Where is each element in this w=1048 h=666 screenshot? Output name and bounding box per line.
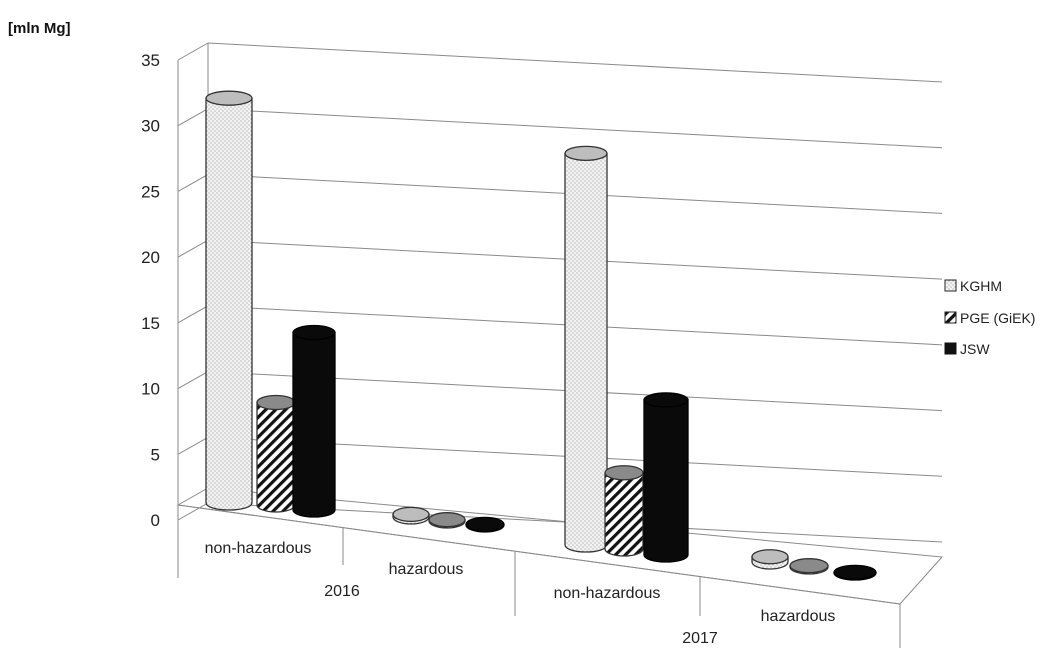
legend-label-jsw: JSW (960, 341, 990, 357)
gridline (207, 42, 943, 83)
gridline-side (177, 108, 209, 127)
bar-cap (292, 324, 336, 341)
bar-jsw-0 (292, 324, 336, 518)
bar-pge-giek--2 (604, 465, 644, 557)
bar-cap (789, 558, 829, 574)
bar-body (205, 97, 253, 511)
y-tick-label: 25 (141, 182, 160, 201)
bar-cap (256, 394, 296, 411)
bar-kghm-1 (392, 506, 430, 525)
bar-jsw-1 (465, 516, 505, 533)
bar-cap (643, 392, 689, 408)
gridline-side (177, 173, 209, 192)
x-group-label: 2017 (682, 630, 718, 647)
gridline-side (177, 239, 209, 258)
bar-cap (564, 145, 608, 161)
bar-cap (392, 506, 430, 523)
bar-kghm-0 (205, 90, 253, 511)
bar-kghm-3 (751, 549, 789, 570)
bars (205, 90, 877, 581)
bar-body (604, 472, 644, 557)
gridline-side (177, 436, 209, 455)
bar-jsw-3 (833, 564, 877, 581)
x-category-label: hazardous (389, 561, 464, 578)
bar-kghm-2 (564, 145, 608, 553)
bar-body (643, 399, 689, 563)
bar-pge-giek--0 (256, 394, 296, 513)
gridline-side (177, 42, 209, 61)
bar-pge-giek--3 (789, 558, 829, 575)
bar-jsw-2 (643, 392, 689, 563)
bar-cap (833, 564, 877, 580)
y-unit-label: [mln Mg] (8, 20, 70, 37)
y-tick-label: 35 (141, 51, 160, 70)
legend-swatch-kghm (944, 279, 957, 292)
y-tick-label: 10 (141, 380, 160, 399)
gridline-side (177, 371, 209, 390)
legend-label-pge: PGE (GiEK) (960, 310, 1035, 326)
y-tick-label: 0 (151, 511, 160, 530)
bar-body (256, 401, 296, 513)
x-category-label: non-hazardous (554, 585, 661, 602)
gridline-side (177, 502, 209, 521)
bar-cap (205, 90, 253, 106)
bar-body (292, 331, 336, 518)
gridline (207, 108, 943, 149)
y-tick-labels: 0 5 10 15 20 25 30 35 (141, 51, 160, 530)
y-tick-label: 5 (151, 445, 160, 464)
legend-label-kghm: KGHM (960, 278, 1002, 294)
bar-cap (465, 516, 505, 532)
category-labels: non-hazardous hazardous non-hazardous hazar… (205, 540, 836, 647)
bar-body (564, 152, 608, 553)
legend: KGHM PGE (GiEK) JSW (944, 278, 1035, 357)
x-category-label: non-hazardous (205, 540, 312, 557)
bar-cap (751, 549, 789, 565)
x-group-label: 2016 (324, 583, 360, 600)
y-tick-label: 15 (141, 314, 160, 333)
legend-swatch-jsw (944, 342, 957, 355)
bar-cap (428, 512, 466, 528)
y-tick-label: 20 (141, 248, 160, 267)
bar-cap (604, 465, 644, 481)
x-category-label: hazardous (761, 608, 836, 625)
y-tick-label: 30 (141, 117, 160, 136)
legend-swatch-pge (944, 311, 957, 324)
x-axis (177, 504, 901, 605)
gridline-side (177, 305, 209, 324)
bar-pge-giek--1 (428, 512, 466, 529)
